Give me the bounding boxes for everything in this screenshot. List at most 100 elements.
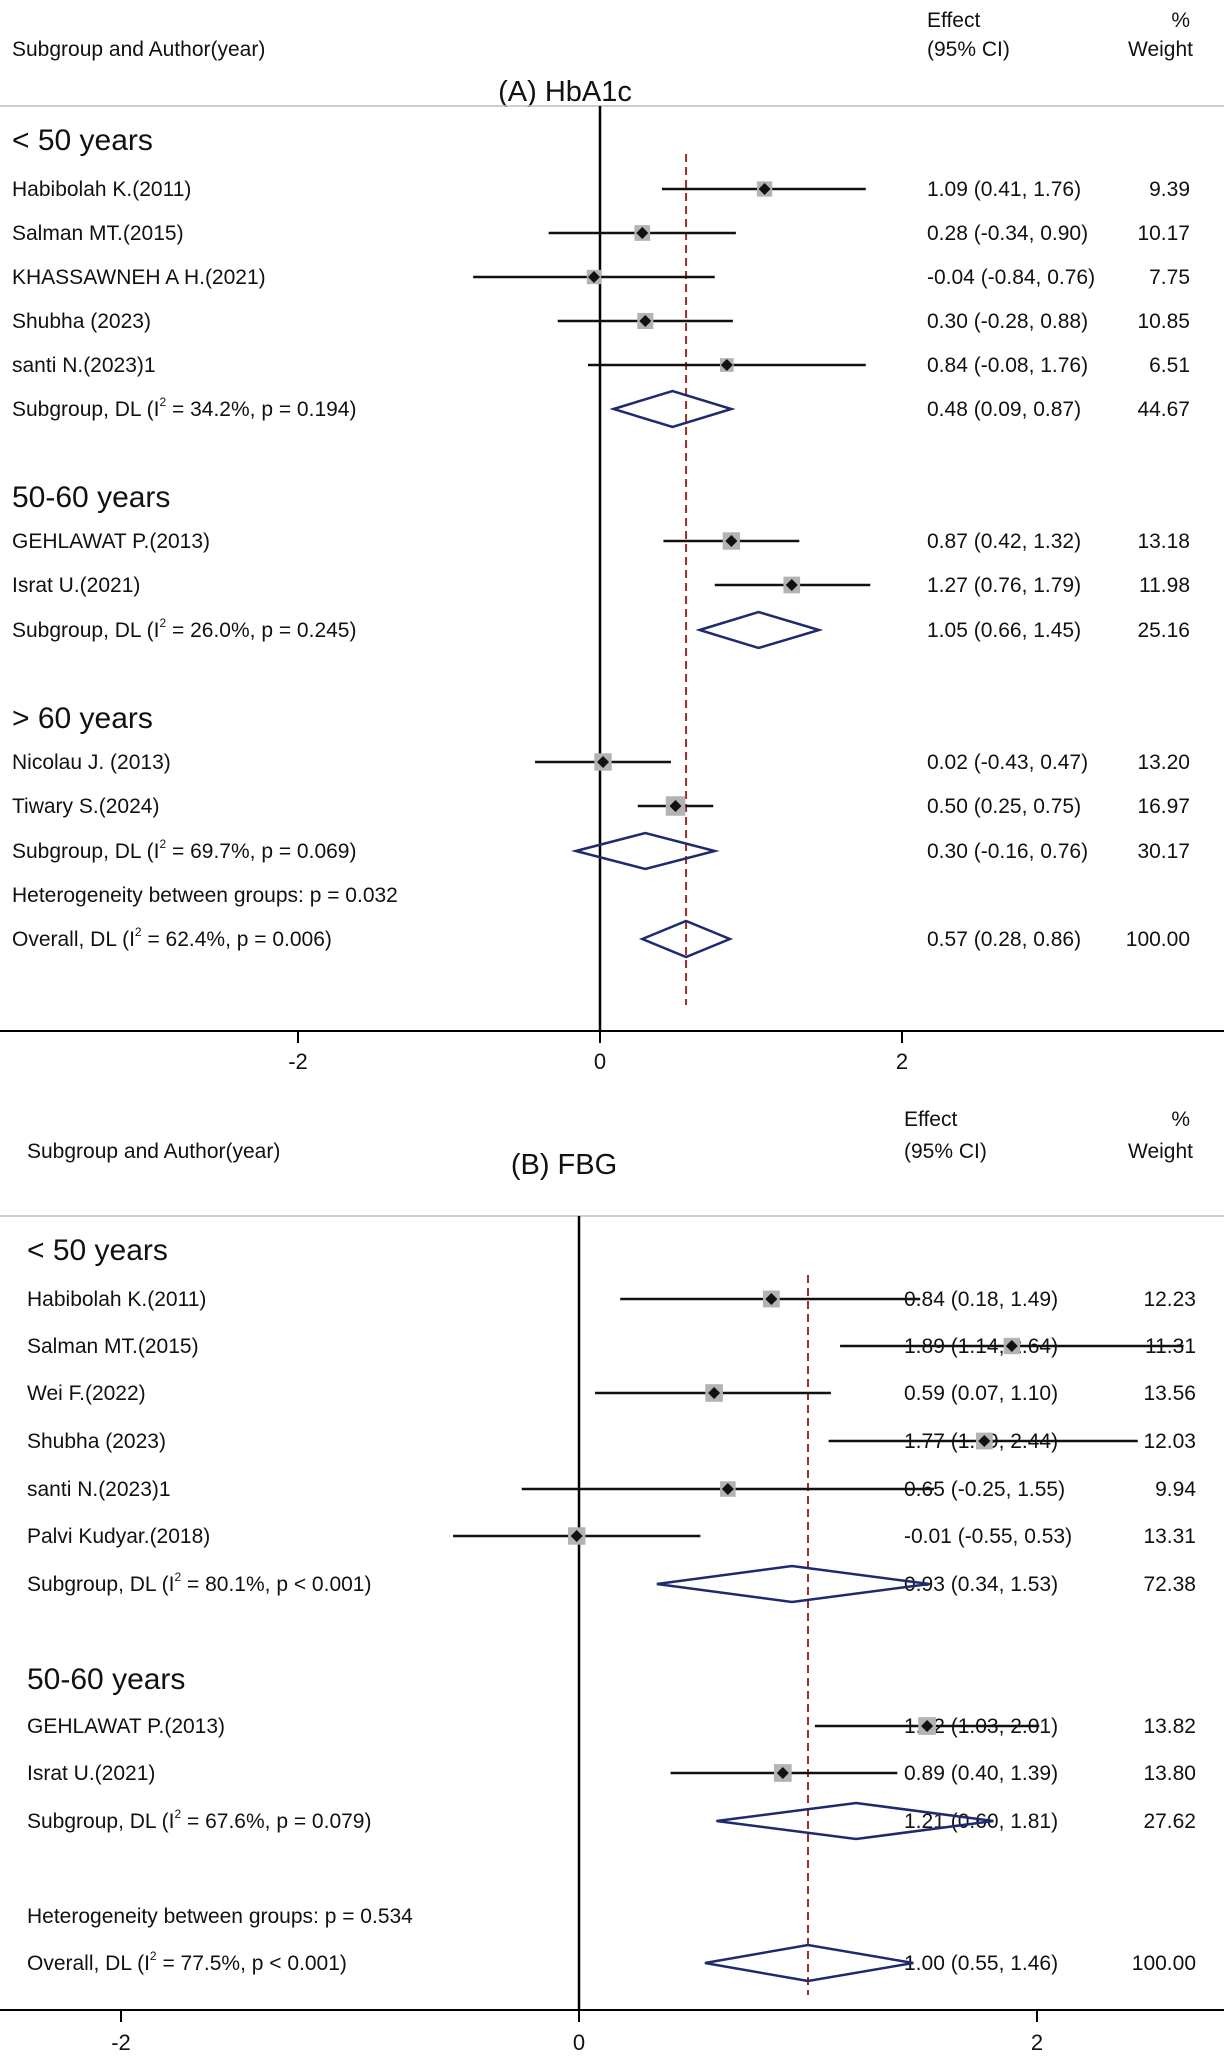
- point-estimate-marker: [570, 1530, 583, 1542]
- subgroup-heading: 50-60 years: [12, 481, 170, 514]
- heterogeneity-label: Heterogeneity between groups: p = 0.032: [12, 884, 398, 907]
- x-tick-label: 0: [573, 2030, 585, 2055]
- label-part: = 34.2%, p = 0.194): [166, 398, 356, 421]
- effect-ci-value: 0.65 (-0.25, 1.55): [904, 1478, 1065, 1501]
- subgroup-heading: < 50 years: [27, 1234, 168, 1267]
- weight-value: 12.03: [1143, 1430, 1196, 1453]
- subgroup-summary-label: Subgroup, DL (I2 = 34.2%, p = 0.194): [12, 395, 356, 421]
- study-label: Israt U.(2021): [27, 1762, 155, 1785]
- point-estimate-marker: [765, 1293, 778, 1305]
- label-part: = 69.7%, p = 0.069): [166, 840, 356, 863]
- effect-ci-value: 0.89 (0.40, 1.39): [904, 1762, 1058, 1785]
- effect-ci-value: 0.02 (-0.43, 0.47): [927, 751, 1088, 774]
- label-part: = 67.6%, p = 0.079): [181, 1810, 371, 1833]
- weight-value: 100.00: [1126, 928, 1190, 951]
- study-label: Habibolah K.(2011): [12, 178, 191, 201]
- study-label: Nicolau J. (2013): [12, 751, 171, 774]
- point-estimate-marker: [708, 1387, 721, 1399]
- x-tick-label: 2: [1031, 2030, 1043, 2055]
- weight-value: 13.18: [1137, 530, 1190, 553]
- study-label: Wei F.(2022): [27, 1382, 146, 1405]
- point-estimate-marker: [776, 1767, 789, 1779]
- subgroup-heading: > 60 years: [12, 702, 153, 735]
- label-part: Overall, DL (I: [27, 1952, 150, 1975]
- study-label: Salman MT.(2015): [27, 1335, 199, 1358]
- label-part: Overall, DL (I: [12, 928, 135, 951]
- study-label: Salman MT.(2015): [12, 222, 184, 245]
- overall-label: Overall, DL (I2 = 62.4%, p = 0.006): [12, 925, 332, 951]
- effect-header-bottom: (95% CI): [904, 1140, 987, 1163]
- point-estimate-marker: [921, 1720, 934, 1732]
- point-estimate-marker: [721, 1483, 734, 1495]
- weight-value: 13.80: [1143, 1762, 1196, 1785]
- effect-ci-value: 1.27 (0.76, 1.79): [927, 574, 1081, 597]
- effect-ci-value: 0.84 (-0.08, 1.76): [927, 354, 1088, 377]
- study-label: santi N.(2023)1: [12, 354, 156, 377]
- i-squared-superscript: 2: [135, 925, 142, 939]
- study-label: Palvi Kudyar.(2018): [27, 1525, 210, 1548]
- panel-title: (A) HbA1c: [498, 76, 632, 108]
- weight-value: 7.75: [1149, 266, 1190, 289]
- point-estimate-marker: [785, 579, 798, 591]
- effect-header-top: Effect: [904, 1108, 957, 1131]
- label-part: = 80.1%, p < 0.001): [181, 1573, 371, 1596]
- weight-value: 13.31: [1143, 1525, 1196, 1548]
- weight-value: 10.85: [1137, 310, 1190, 333]
- subgroup-heading: < 50 years: [12, 124, 153, 157]
- weight-value: 11.98: [1139, 574, 1190, 597]
- effect-ci-value: 0.59 (0.07, 1.10): [904, 1382, 1058, 1405]
- effect-ci-value: 0.28 (-0.34, 0.90): [927, 222, 1088, 245]
- study-label: Shubha (2023): [12, 310, 151, 333]
- subgroup-diamond: [695, 610, 824, 650]
- weight-header-top: %: [1171, 1108, 1190, 1131]
- effect-header-top: Effect: [927, 9, 980, 32]
- weight-value: 13.56: [1143, 1382, 1196, 1405]
- weight-value: 13.82: [1143, 1715, 1196, 1738]
- label-part: Subgroup, DL (I: [12, 840, 159, 863]
- point-estimate-marker: [758, 183, 771, 195]
- weight-value: 9.94: [1155, 1478, 1196, 1501]
- i-squared-superscript: 2: [174, 1570, 181, 1584]
- weight-value: 25.16: [1137, 619, 1190, 642]
- label-part: = 26.0%, p = 0.245): [166, 619, 356, 642]
- effect-ci-value: 0.30 (-0.16, 0.76): [927, 840, 1088, 863]
- weight-value: 10.17: [1137, 222, 1190, 245]
- subgroup-diamond: [656, 1564, 930, 1604]
- study-column-header: Subgroup and Author(year): [12, 38, 265, 61]
- subgroup-summary-label: Subgroup, DL (I2 = 26.0%, p = 0.245): [12, 616, 356, 642]
- x-tick-label: 2: [896, 1049, 908, 1074]
- point-estimate-marker: [669, 800, 682, 812]
- weight-value: 44.67: [1137, 398, 1190, 421]
- heterogeneity-label: Heterogeneity between groups: p = 0.534: [27, 1905, 413, 1928]
- study-label: santi N.(2023)1: [27, 1478, 171, 1501]
- effect-ci-value: 0.57 (0.28, 0.86): [927, 928, 1081, 951]
- weight-header-bottom: Weight: [1128, 38, 1193, 61]
- effect-ci-value: -0.01 (-0.55, 0.53): [904, 1525, 1072, 1548]
- x-tick-label: -2: [111, 2030, 131, 2055]
- weight-value: 16.97: [1137, 795, 1190, 818]
- weight-value: 12.23: [1143, 1288, 1196, 1311]
- subgroup-summary-label: Subgroup, DL (I2 = 67.6%, p = 0.079): [27, 1807, 371, 1833]
- i-squared-superscript: 2: [150, 1949, 157, 1963]
- point-estimate-marker: [639, 315, 652, 327]
- effect-ci-value: 1.00 (0.55, 1.46): [904, 1952, 1058, 1975]
- effect-header-bottom: (95% CI): [927, 38, 1010, 61]
- x-tick-label: 0: [594, 1049, 606, 1074]
- subgroup-diamond: [716, 1801, 994, 1841]
- point-estimate-marker: [720, 359, 733, 371]
- subgroup-summary-label: Subgroup, DL (I2 = 80.1%, p < 0.001): [27, 1570, 371, 1596]
- x-tick-label: -2: [288, 1049, 308, 1074]
- subgroup-diamond: [609, 389, 736, 429]
- effect-ci-value: 1.09 (0.41, 1.76): [927, 178, 1081, 201]
- study-label: GEHLAWAT P.(2013): [27, 1715, 225, 1738]
- label-part: Subgroup, DL (I: [12, 398, 159, 421]
- study-label: Shubha (2023): [27, 1430, 166, 1453]
- weight-value: 6.51: [1149, 354, 1190, 377]
- study-label: Tiwary S.(2024): [12, 795, 159, 818]
- study-label: KHASSAWNEH A H.(2021): [12, 266, 266, 289]
- i-squared-superscript: 2: [174, 1807, 181, 1821]
- effect-ci-value: 0.87 (0.42, 1.32): [927, 530, 1081, 553]
- effect-ci-value: 1.05 (0.66, 1.45): [927, 619, 1081, 642]
- label-part: Subgroup, DL (I: [27, 1573, 174, 1596]
